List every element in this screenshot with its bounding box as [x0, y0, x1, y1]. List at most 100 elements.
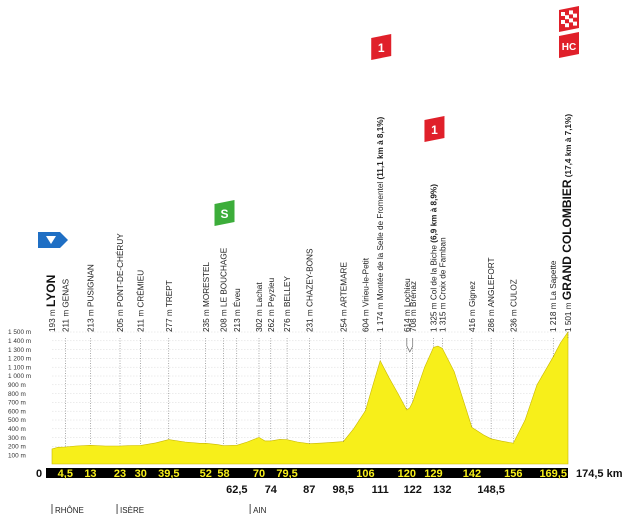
checker-square — [561, 12, 565, 16]
waypoint-text: 213 m Éveu — [232, 288, 242, 332]
waypoint-label: 211 m GENAS — [61, 278, 70, 332]
department-label: RHÔNE — [55, 506, 84, 515]
department-labels: RHÔNE ISÈRE AIN — [51, 504, 267, 515]
checker-square — [573, 13, 577, 18]
waypoint-text: 235 m MORESTEL — [202, 261, 211, 332]
waypoint-elevation-name: 235 m MORESTEL — [202, 261, 211, 332]
y-tick-label: 600 m — [8, 408, 26, 415]
badge-flag-icon — [559, 32, 579, 58]
waypoint-label: 213 m Éveu — [232, 288, 242, 332]
distance-tick-top: 129 — [424, 468, 442, 480]
waypoint-label: 213 m PUSIGNAN — [86, 264, 95, 332]
checker-square — [569, 18, 573, 23]
waypoint-elevation-name: 1 501 m — [564, 300, 573, 332]
distance-tick-top: 169,5 — [539, 468, 567, 480]
waypoint-text: 1 315 m Croix de Famban — [438, 237, 447, 332]
waypoint-text: 211 m CRÉMIEU — [136, 270, 146, 332]
waypoint-label: 614 m Lochieu — [403, 278, 412, 332]
distance-tick-top: 106 — [356, 468, 374, 480]
distance-tick-bottom: 122 — [404, 484, 422, 496]
distance-tick-top: 79,5 — [276, 468, 297, 480]
waypoint-elevation-name: 276 m BELLEY — [283, 275, 292, 332]
sprint-flag-icon — [214, 200, 235, 226]
sprint-badge: S — [214, 200, 235, 226]
waypoint-elevation-name: 193 m — [48, 307, 57, 332]
y-tick-label: 1 400 m — [8, 338, 31, 345]
waypoint-text: 276 m BELLEY — [283, 275, 292, 332]
waypoint-text: 614 m Lochieu — [403, 278, 412, 332]
waypoint-label: 235 m MORESTEL — [202, 261, 211, 332]
y-tick-label: 1 100 m — [8, 364, 31, 371]
climb-category-badge: 1 — [424, 116, 445, 142]
y-tick-label: 1 500 m — [8, 329, 31, 336]
waypoint-elevation-name: 213 m Éveu — [232, 288, 242, 332]
waypoint-elevation-name: 286 m ANGLEFORT — [487, 258, 496, 332]
distance-axis-bar — [46, 468, 568, 478]
department-label: ISÈRE — [120, 506, 144, 515]
waypoint-label: 302 m Lachat — [255, 282, 264, 332]
waypoint-elevation-name: 205 m PONT-DE-CHÉRUY — [115, 233, 125, 332]
waypoint-text: 277 m TREPT — [165, 280, 174, 332]
checker-square — [569, 10, 573, 15]
waypoint-label: 205 m PONT-DE-CHÉRUY — [115, 233, 125, 332]
distance-total-label: 174,5 km — [576, 468, 623, 480]
y-tick-label: 500 m — [8, 417, 26, 424]
waypoint-text: 604 m Virieu-le-Petit — [361, 257, 370, 332]
checker-square — [565, 23, 569, 28]
waypoint-elevation-name: 614 m Lochieu — [403, 278, 412, 332]
waypoint-elevation-name: 231 m CHAZEY-BONS — [305, 248, 314, 332]
waypoint-label: 193 m LYON — [44, 275, 58, 332]
waypoint-text: 193 m LYON — [44, 275, 58, 332]
y-tick-label: 100 m — [8, 452, 26, 459]
distance-tick-top: 120 — [398, 468, 416, 480]
waypoint-label: 276 m BELLEY — [283, 275, 292, 332]
waypoint-text: 416 m Gignez — [468, 281, 477, 332]
badge-category-text: 1 — [378, 41, 385, 55]
distance-tick-top: 52 — [200, 468, 212, 480]
waypoint-elevation-name: 211 m CRÉMIEU — [136, 270, 146, 332]
waypoint-bold-name: LYON — [44, 275, 58, 307]
waypoint-elevation-name: 211 m GENAS — [61, 278, 70, 332]
distance-tick-bottom: 148,5 — [477, 484, 505, 496]
badge-category-text: 1 — [431, 123, 438, 137]
elevation-profile-area — [51, 330, 569, 465]
y-tick-label: 1 300 m — [8, 347, 31, 354]
waypoint-label: 286 m ANGLEFORT — [487, 258, 496, 332]
waypoint-elevation-name: 1 325 m Col de la Biche — [429, 245, 438, 332]
gridlines — [52, 331, 568, 456]
waypoint-label: 211 m CRÉMIEU — [136, 270, 146, 332]
waypoint-label: 231 m CHAZEY-BONS — [305, 248, 314, 332]
checker-square — [573, 21, 577, 26]
waypoint-elevation-name: 236 m CULOZ — [509, 279, 518, 332]
waypoint-text: 302 m Lachat — [255, 282, 264, 332]
distance-tick-labels: 0 4,5 13 23 30 39,5 52 58 70 79,5 106 120 129 142 156 1… — [36, 468, 623, 496]
distance-tick-top: 30 — [135, 468, 147, 480]
waypoint-label: 708 m Brénaz — [409, 281, 418, 332]
finish-checkered-icon — [559, 6, 579, 32]
climb-category-badge: HC — [559, 6, 579, 58]
waypoint-elevation-name: 1 218 m La Sapette — [549, 260, 558, 332]
waypoint-elevation-name: 254 m ARTEMARE — [339, 262, 348, 332]
waypoint-text: 1 501 m GRAND COLOMBIER (17,4 km à 7,1%) — [560, 114, 574, 332]
y-tick-label: 300 m — [8, 435, 26, 442]
sprint-label: S — [220, 207, 228, 221]
waypoint-elevation-name: 277 m TREPT — [165, 280, 174, 332]
badge-flag-icon — [424, 116, 445, 142]
waypoint-elevation-name: 213 m PUSIGNAN — [86, 264, 95, 332]
waypoint-label: 236 m CULOZ — [509, 279, 518, 332]
waypoint-label: 1 174 m Montée de la Selle de Fromentel … — [376, 116, 385, 332]
y-tick-label: 1 000 m — [8, 373, 31, 380]
waypoint-text: 236 m CULOZ — [509, 279, 518, 332]
waypoint-elevation-name: 208 m LE BOUCHAGE — [220, 247, 229, 332]
waypoint-text: 1 218 m La Sapette — [549, 260, 558, 332]
distance-tick-bottom: 87 — [303, 484, 315, 496]
distance-tick-bottom: 74 — [265, 484, 278, 496]
waypoint-elevation-name: 604 m Virieu-le-Petit — [361, 257, 370, 332]
badge-category-text: HC — [562, 42, 576, 53]
distance-tick-bottom: 98,5 — [333, 484, 354, 496]
waypoint-elevation-name: 262 m Peyzieu — [267, 277, 276, 332]
y-tick-label: 700 m — [8, 400, 26, 407]
waypoint-elevation-name: 1 174 m Montée de la Selle de Fromentel — [376, 182, 385, 332]
